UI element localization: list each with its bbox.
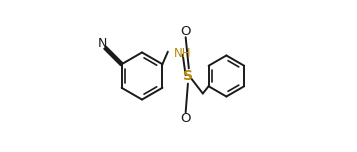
Text: S: S [183, 69, 193, 83]
Text: NH: NH [174, 47, 191, 60]
Text: O: O [180, 25, 191, 38]
Text: O: O [180, 112, 191, 125]
Text: N: N [97, 37, 107, 50]
